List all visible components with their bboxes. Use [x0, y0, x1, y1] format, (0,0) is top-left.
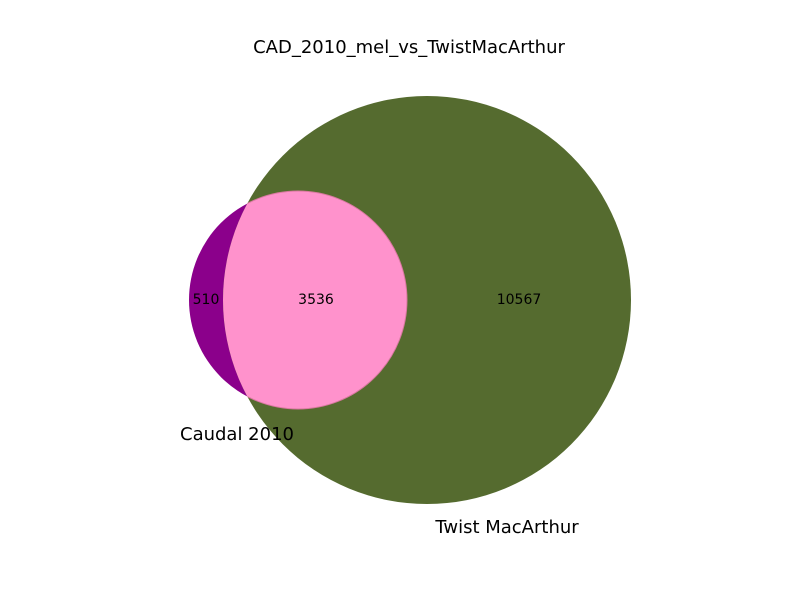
- venn-intersection-region: [223, 190, 408, 410]
- set-label-twist-macarthur: Twist MacArthur: [434, 517, 579, 538]
- chart-title: CAD_2010_mel_vs_TwistMacArthur: [253, 37, 565, 58]
- count-twist-only: 10567: [497, 292, 542, 308]
- set-label-caudal-2010: Caudal 2010: [180, 424, 294, 445]
- count-intersection: 3536: [298, 292, 334, 308]
- count-caudal-only: 510: [193, 292, 220, 308]
